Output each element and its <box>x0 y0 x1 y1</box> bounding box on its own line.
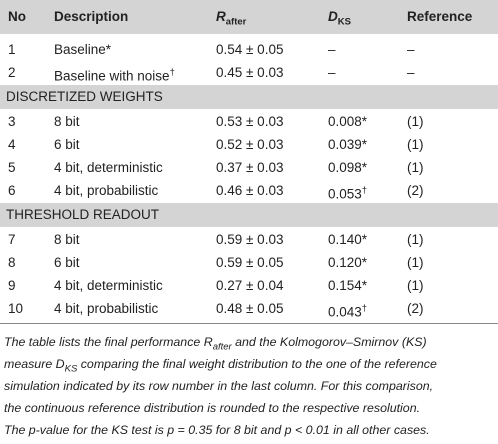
table-cell: 2 <box>8 65 16 80</box>
header-background <box>0 0 498 34</box>
table-cell: 8 bit <box>54 114 80 129</box>
table-cell: 0.45 ± 0.03 <box>216 65 284 80</box>
table-cell: 6 bit <box>54 255 80 270</box>
table-cell: 5 <box>8 160 16 175</box>
header-cell: No <box>8 9 26 24</box>
caption-line: The p-value for the KS test is p = 0.35 … <box>4 422 430 438</box>
section-background <box>0 85 498 109</box>
text: KS <box>64 363 78 375</box>
text: after <box>212 341 232 353</box>
text: 0.043 <box>328 304 362 320</box>
text: comparing the final weight distribution … <box>77 357 437 371</box>
text: The table lists the final performance R <box>4 335 213 349</box>
table-cell: 3 <box>8 114 16 129</box>
table-cell: – <box>407 42 415 57</box>
table-cell: 0.59 ± 0.05 <box>216 255 284 270</box>
table-cell: 6 bit <box>54 137 80 152</box>
section-background <box>0 203 498 227</box>
table-cell: 10 <box>8 301 24 316</box>
table-cell: 0.053† <box>328 183 367 203</box>
text: the continuous reference distribution is… <box>4 401 421 415</box>
section-title: DISCRETIZED WEIGHTS <box>6 89 163 104</box>
table-cell: 4 bit, deterministic <box>54 278 163 293</box>
text: measure D <box>4 357 65 371</box>
table-cell: 0.37 ± 0.03 <box>216 160 284 175</box>
text: D <box>328 9 338 24</box>
table-cell: 0.120* <box>328 255 368 270</box>
caption-line: measure DKS comparing the final weight d… <box>4 356 437 377</box>
text: simulation indicated by its row number i… <box>4 379 434 393</box>
header-cell: Description <box>54 9 129 24</box>
table-cell: 0.52 ± 0.03 <box>216 137 284 152</box>
table-cell: (1) <box>407 114 424 129</box>
table-cell: 0.043† <box>328 301 367 321</box>
header-cell: DKS <box>328 9 351 31</box>
table-cell: 4 bit, probabilistic <box>54 183 159 198</box>
text: † <box>169 67 175 78</box>
table-cell: 0.46 ± 0.03 <box>216 183 284 198</box>
table-cell: 0.098* <box>328 160 368 175</box>
text: R <box>216 9 226 24</box>
table-cell: (2) <box>407 301 424 316</box>
table-cell: 8 bit <box>54 232 80 247</box>
table-cell: Baseline* <box>54 42 112 57</box>
table-cell: – <box>328 65 336 80</box>
table-cell: Baseline with noise† <box>54 65 175 85</box>
table-cell: (1) <box>407 160 424 175</box>
text: † <box>361 303 368 314</box>
caption-line: The table lists the final performance Ra… <box>4 334 427 355</box>
table-cell: 0.48 ± 0.05 <box>216 301 284 316</box>
table-cell: 1 <box>8 42 16 57</box>
table-cell: 9 <box>8 278 16 293</box>
text: KS <box>337 16 351 28</box>
header-cell: Rafter <box>216 9 246 31</box>
table-cell: (1) <box>407 255 424 270</box>
text: † <box>361 185 368 196</box>
header-cell: Reference <box>407 9 473 24</box>
text: The p-value for the KS test is p = 0.35 … <box>4 423 430 437</box>
table-cell: 0.140* <box>328 232 368 247</box>
table-cell: 0.008* <box>328 114 368 129</box>
table-cell: – <box>328 42 336 57</box>
table-cell: (2) <box>407 183 424 198</box>
text: and the Kolmogorov–Smirnov (KS) <box>231 335 427 349</box>
table-cell: (1) <box>407 232 424 247</box>
table-cell: – <box>407 65 415 80</box>
table-cell: 0.154* <box>328 278 368 293</box>
table-cell: 0.53 ± 0.03 <box>216 114 284 129</box>
table-cell: 0.59 ± 0.03 <box>216 232 284 247</box>
section-title: THRESHOLD READOUT <box>6 207 160 222</box>
table-cell: 0.27 ± 0.04 <box>216 278 284 293</box>
table-cell: 4 bit, probabilistic <box>54 301 159 316</box>
text: after <box>225 16 247 28</box>
text: 0.053 <box>328 186 362 202</box>
table-cell: (1) <box>407 137 424 152</box>
table-cell: 8 <box>8 255 16 270</box>
table-cell: 4 bit, deterministic <box>54 160 163 175</box>
caption-line: simulation indicated by its row number i… <box>4 378 433 394</box>
caption-line: the continuous reference distribution is… <box>4 400 420 416</box>
table-cell: (1) <box>407 278 424 293</box>
table-cell: 4 <box>8 137 16 152</box>
table-cell: 0.54 ± 0.05 <box>216 42 284 57</box>
table-cell: 0.039* <box>328 137 368 152</box>
text: Baseline with noise <box>54 68 170 84</box>
table-cell: 7 <box>8 232 16 247</box>
table-cell: 6 <box>8 183 16 198</box>
bottom-rule <box>0 323 498 324</box>
